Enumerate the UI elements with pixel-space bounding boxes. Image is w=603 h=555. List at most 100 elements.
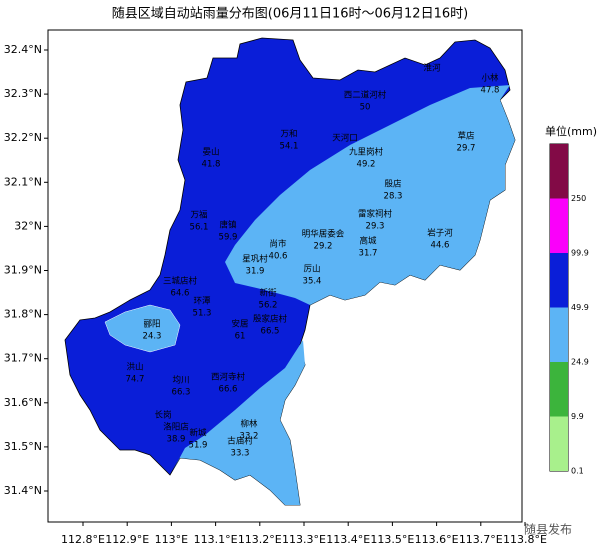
station-value: 50: [360, 103, 371, 113]
x-tick-label: 113.2°E: [238, 533, 282, 546]
station-name: 高城: [359, 236, 377, 247]
station-name: 殷家店村: [253, 314, 288, 325]
station-name: 星巩村: [242, 254, 268, 265]
station-value: 29.7: [457, 144, 476, 154]
station-name: 环潭: [193, 297, 211, 307]
station-name: 新街: [259, 288, 277, 299]
x-tick-label: 113.7°E: [459, 533, 503, 546]
station-name: 淮河: [423, 63, 441, 74]
x-tick-label: 112.8°E: [61, 533, 105, 546]
station-value: 51.9: [189, 441, 208, 451]
rain-zone-light: [225, 85, 515, 305]
station-name: 洛阳店: [163, 422, 189, 433]
y-tick-label: 31.6°N: [4, 396, 42, 409]
y-tick-label: 31.5°N: [4, 440, 42, 453]
station-value: 56.1: [190, 223, 209, 233]
station-value: 66.6: [219, 385, 238, 395]
station-name: 古庙村: [227, 436, 253, 447]
map-title: 随县区域自动站雨量分布图(06月11日16时～06月12日16时): [112, 7, 468, 22]
station-value: 40.6: [269, 252, 288, 262]
y-tick-label: 31.7°N: [4, 352, 42, 365]
station-value: 54.1: [280, 142, 299, 152]
station-name: 安居: [231, 319, 248, 330]
station-name: 明华居委会: [302, 229, 345, 240]
station-value: 66.3: [172, 388, 191, 398]
station-value: 35.4: [303, 277, 322, 287]
legend-label: 24.9: [571, 358, 589, 367]
y-tick-label: 32.2°N: [4, 131, 42, 144]
y-tick-label: 32.3°N: [4, 87, 42, 100]
x-tick-label: 112.9°E: [105, 533, 149, 546]
station-name: 万福: [190, 210, 207, 221]
station-name: 西河寺村: [211, 372, 246, 383]
station-value: 31.9: [246, 267, 265, 277]
legend-swatch: [550, 416, 568, 471]
station-value: 74.7: [126, 375, 145, 385]
station-value: 59.9: [219, 233, 238, 243]
station-name: 三城店村: [163, 276, 198, 287]
legend-title: 单位(mm): [545, 124, 597, 138]
y-tick-label: 32°N: [14, 219, 42, 232]
y-tick-label: 32.1°N: [4, 175, 42, 188]
x-tick-label: 113.8°E: [503, 533, 547, 546]
y-tick-label: 32.4°N: [4, 43, 42, 56]
x-tick-label: 113.5°E: [370, 533, 414, 546]
station-value: 66.5: [261, 327, 280, 337]
x-tick-label: 113.1°E: [194, 533, 238, 546]
station-value: 31.7: [359, 249, 378, 259]
x-tick-label: 113.3°E: [282, 533, 326, 546]
station-name: 唐镇: [219, 220, 237, 231]
station-name: 雷家祠村: [358, 209, 393, 220]
station-value: 56.2: [259, 301, 278, 311]
station-name: 小林: [481, 73, 499, 84]
legend-swatch: [550, 144, 568, 199]
y-tick-label: 31.8°N: [4, 308, 42, 321]
station-value: 49.2: [357, 160, 376, 170]
station-value: 24.3: [143, 332, 162, 342]
legend-swatch: [550, 362, 568, 417]
legend-label: 9.9: [571, 412, 584, 421]
legend-label: 250: [571, 194, 586, 203]
y-tick-label: 31.4°N: [4, 484, 42, 497]
station-name: 洪山: [126, 362, 143, 373]
watermark: 随县发布: [524, 522, 572, 537]
legend-swatch: [550, 307, 568, 362]
station-name: 柳林: [240, 419, 258, 430]
station-value: 28.3: [384, 192, 403, 202]
station-value: 29.3: [366, 222, 385, 232]
station-name: 天河口: [332, 133, 358, 144]
station-value: 38.9: [167, 435, 186, 445]
station-name: 殷店: [384, 179, 402, 190]
station-value: 33.3: [231, 449, 250, 459]
station-value: 44.6: [431, 241, 450, 251]
legend-label: 49.9: [571, 303, 589, 312]
station-name: 均川: [172, 375, 189, 386]
legend-swatch: [550, 253, 568, 308]
y-tick-label: 31.9°N: [4, 264, 42, 277]
station-value: 64.6: [171, 289, 190, 299]
station-value: 47.8: [481, 86, 500, 96]
station-name: 九里岗村: [349, 147, 384, 158]
x-tick-label: 113.6°E: [415, 533, 459, 546]
station-value: 29.2: [314, 242, 333, 252]
x-tick-label: 113°E: [155, 533, 188, 546]
station-name: 厉山: [303, 264, 320, 275]
station-value: 51.3: [193, 309, 212, 319]
station-name: 郦阳: [143, 320, 160, 330]
legend-label: 0.1: [571, 467, 584, 476]
station-name: 新城: [189, 428, 207, 439]
station-value: 41.8: [202, 160, 221, 170]
station-value: 61: [235, 332, 246, 342]
station-name: 岩子河: [427, 228, 453, 239]
station-value: 33.2: [240, 432, 259, 442]
legend-label: 99.9: [571, 249, 589, 258]
station-name: 晏山: [202, 147, 219, 158]
x-tick-label: 113.4°E: [326, 533, 370, 546]
station-name: 万和: [280, 130, 297, 140]
station-name: 草店: [457, 131, 475, 142]
station-name: 西二道河村: [344, 90, 387, 101]
legend-swatch: [550, 198, 568, 253]
rain-zone-light: [104, 304, 181, 353]
